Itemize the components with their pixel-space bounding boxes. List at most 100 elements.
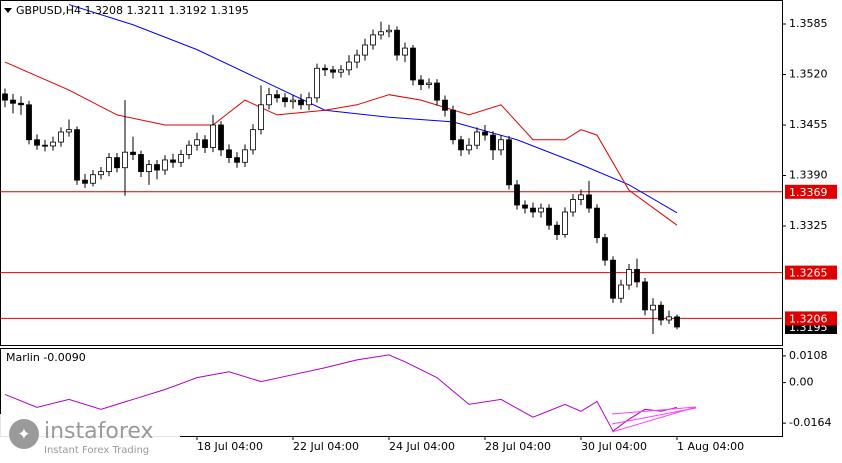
indicator-line [4, 61, 678, 226]
y-tick-label: 1.3325 [789, 219, 828, 232]
candle-body [138, 154, 144, 173]
watermark-logo-mark: ✦ [17, 425, 30, 444]
watermark-brand: instaforex [44, 419, 154, 444]
y-tick-label: -0.0164 [789, 416, 831, 429]
candle-body [26, 104, 32, 141]
title-arrow [4, 8, 12, 13]
candle-body [554, 224, 560, 235]
candle-body [562, 211, 568, 235]
candle-body [50, 141, 56, 147]
candle-body [626, 269, 632, 286]
candle-body [594, 207, 600, 239]
candle-body [10, 99, 16, 104]
candle-body [378, 31, 384, 36]
candle-body [434, 82, 440, 101]
candle-body [34, 139, 40, 146]
candle-body [98, 171, 104, 176]
candle-body [18, 102, 24, 106]
x-tick-label: 30 Jul 04:00 [581, 440, 647, 453]
y-tick-label: 0.00 [789, 376, 814, 389]
candle-body [426, 82, 432, 85]
candle-body [442, 99, 448, 111]
y-tick-label: 1.3585 [789, 17, 828, 30]
candle-body [74, 129, 80, 181]
candle-body [418, 79, 424, 85]
candle-body [170, 159, 176, 163]
candle-body [522, 204, 528, 209]
candle-body [578, 194, 584, 200]
candle-body [298, 99, 304, 106]
y-tick-label: 1.3455 [789, 118, 828, 131]
candle-body [338, 69, 344, 73]
candle-body [490, 134, 496, 151]
candle-body [282, 97, 288, 103]
candle-body [290, 99, 296, 103]
divergence-line [611, 407, 697, 425]
level-label: 1.3369 [789, 186, 828, 199]
candle-body [114, 157, 120, 169]
candle-body [514, 184, 520, 206]
candle-body [202, 139, 208, 148]
candle-body [154, 164, 160, 171]
candle-body [386, 29, 392, 33]
candle-body [58, 131, 64, 143]
candle-body [178, 154, 184, 163]
level-label-box [785, 184, 837, 199]
indicator-line [68, 4, 678, 214]
x-tick-label: 1 Aug 04:00 [677, 440, 744, 453]
candle-body [498, 139, 504, 151]
candle-body [370, 34, 376, 46]
candle-body [530, 207, 536, 213]
candle-body [546, 207, 552, 226]
candle-body [162, 159, 168, 171]
candle-body [482, 131, 488, 136]
candle-body [474, 131, 480, 146]
indicator-pane-frame [0, 348, 783, 437]
x-tick-label: 22 Jul 04:00 [293, 440, 359, 453]
candle-body [362, 44, 368, 56]
candle-body [146, 164, 152, 173]
divergence-line [611, 406, 697, 415]
chart-title: GBPUSD,H4 1.3208 1.3211 1.3192 1.3195 [16, 4, 249, 17]
candle-body [234, 157, 240, 163]
level-label-box [785, 311, 837, 326]
candle-body [90, 174, 96, 184]
candle-body [66, 129, 72, 133]
x-tick-label: 24 Jul 04:00 [389, 440, 455, 453]
candle-body [394, 29, 400, 56]
candle-body [458, 139, 464, 151]
candle-body [210, 124, 216, 148]
candle-body [610, 259, 616, 299]
candle-body [194, 139, 200, 146]
level-label: 1.3206 [789, 312, 828, 325]
level-label: 1.3265 [789, 267, 828, 280]
candle-body [266, 94, 272, 106]
watermark-logo [9, 419, 39, 449]
y-tick-label: 1.3390 [789, 168, 828, 181]
candle-body [570, 199, 576, 213]
candle-body [186, 144, 192, 155]
candle-body [586, 194, 592, 209]
candle-body [274, 94, 280, 99]
candle-body [218, 124, 224, 151]
candle-body [658, 304, 664, 321]
plot: 1.35851.35201.34551.33901.33251.31951.33… [0, 4, 837, 453]
x-tick-label: 28 Jul 04:00 [485, 440, 551, 453]
candle-body [106, 157, 112, 173]
candle-body [674, 316, 680, 328]
watermark: ✦ instaforex Instant Forex Trading [0, 414, 180, 459]
candle-body [2, 93, 8, 101]
candle-body [346, 61, 352, 71]
candle-body [258, 104, 264, 131]
level-label-box [785, 265, 837, 280]
candle-body [410, 47, 416, 81]
indicator-title: Marlin -0.0090 [6, 351, 86, 364]
candle-body [538, 207, 544, 213]
candle-body [226, 149, 232, 159]
candle-body [314, 67, 320, 99]
candle-body [466, 144, 472, 151]
candle-body [330, 69, 336, 73]
candle-body [122, 151, 128, 169]
